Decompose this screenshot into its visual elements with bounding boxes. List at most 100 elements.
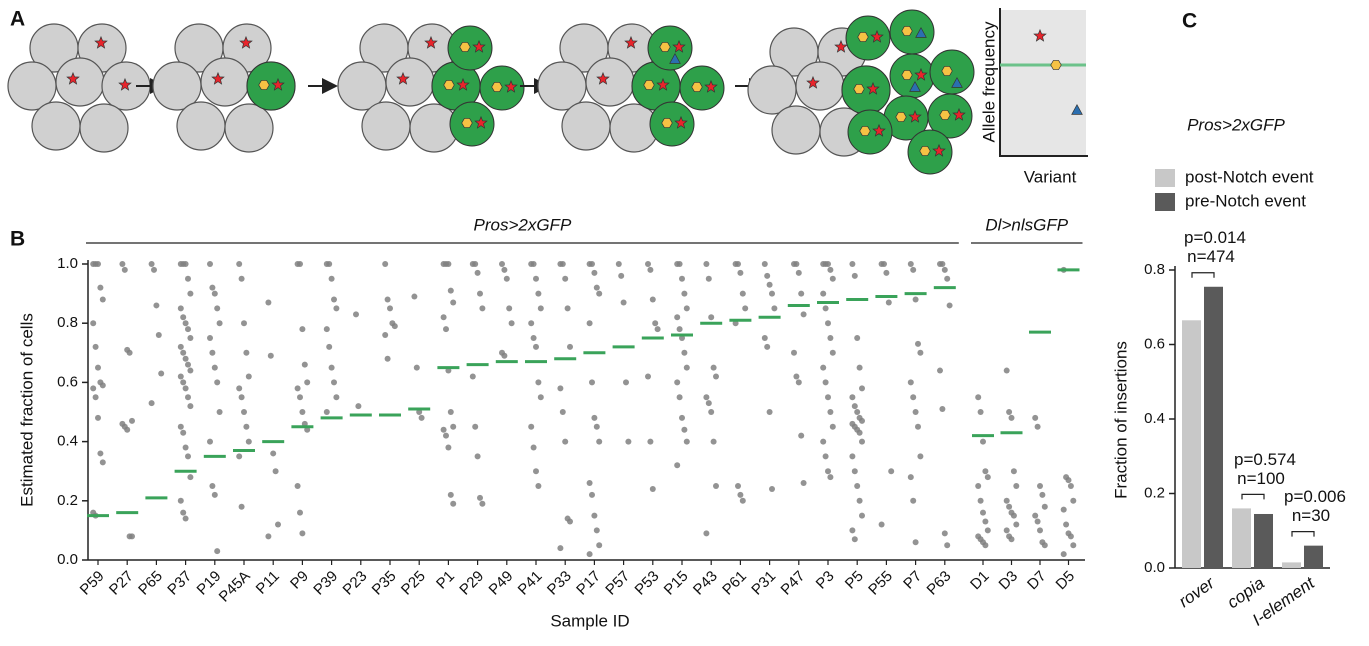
- data-point: [95, 414, 101, 421]
- x-tick-label: P65: [135, 568, 166, 599]
- data-point: [878, 521, 885, 528]
- data-point: [822, 453, 829, 460]
- data-point: [825, 261, 831, 267]
- data-point: [243, 423, 250, 430]
- data-point: [270, 450, 277, 457]
- data-point: [477, 290, 483, 297]
- data-point: [559, 261, 566, 267]
- data-point: [207, 261, 213, 267]
- data-point: [941, 266, 948, 273]
- data-point: [447, 287, 454, 294]
- data-point: [620, 299, 627, 306]
- data-point: [977, 497, 984, 504]
- data-point: [506, 305, 513, 312]
- clonal-diagram: Allele frequency Variant: [7, 8, 1088, 186]
- y-tick-label: 0.2: [57, 492, 78, 509]
- bracket: [1191, 272, 1215, 278]
- data-point: [185, 275, 191, 282]
- data-point: [185, 326, 191, 333]
- data-point: [211, 491, 218, 498]
- data-point: [625, 438, 632, 445]
- data-point: [535, 483, 542, 489]
- x-tick-label: P39: [310, 568, 341, 599]
- bar: [1304, 545, 1323, 568]
- data-point: [185, 394, 191, 401]
- data-point: [800, 480, 807, 487]
- data-point: [1063, 521, 1070, 528]
- data-point: [384, 355, 391, 362]
- data-point: [652, 320, 659, 327]
- data-point: [214, 548, 221, 555]
- data-point: [1067, 533, 1074, 540]
- x-tick-label: P59: [77, 568, 108, 599]
- data-point: [912, 409, 919, 415]
- data-point: [739, 290, 746, 297]
- x-tick-label: P43: [690, 568, 721, 599]
- data-point: [182, 261, 189, 267]
- data-point: [1041, 542, 1048, 549]
- data-point: [211, 364, 218, 371]
- data-point: [703, 261, 710, 267]
- data-point: [849, 527, 856, 534]
- data-point: [615, 261, 622, 267]
- data-point: [883, 269, 890, 276]
- data-point: [530, 261, 537, 267]
- data-point: [211, 290, 218, 297]
- data-point: [214, 379, 221, 386]
- y-tick-label: 0.8: [1144, 261, 1165, 278]
- data-point: [450, 299, 457, 306]
- data-point: [209, 349, 216, 356]
- data-point: [1041, 503, 1048, 510]
- bracket: [1241, 493, 1265, 500]
- data-point: [769, 485, 775, 492]
- data-point: [99, 382, 106, 389]
- data-point: [177, 497, 184, 504]
- bracket: [1291, 531, 1315, 537]
- data-point: [153, 302, 160, 309]
- legend-label: post-Notch event: [1185, 167, 1314, 186]
- data-point: [443, 326, 449, 333]
- data-point: [238, 503, 245, 510]
- data-point: [647, 266, 654, 273]
- data-point: [825, 320, 831, 327]
- data-point: [849, 261, 856, 267]
- data-point: [681, 349, 688, 356]
- data-point: [99, 296, 106, 303]
- data-point: [528, 320, 535, 327]
- x-tick-label: P3: [813, 568, 838, 593]
- bar: [1182, 320, 1201, 568]
- data-point: [975, 394, 982, 401]
- data-point: [294, 483, 301, 489]
- data-point: [820, 438, 827, 445]
- data-point: [333, 394, 340, 401]
- y-tick-label: 0.8: [57, 314, 78, 331]
- x-tick-label: P63: [924, 568, 955, 599]
- data-point: [593, 423, 600, 430]
- data-point: [829, 423, 836, 430]
- data-point: [854, 335, 861, 341]
- data-point: [177, 305, 184, 312]
- data-point: [557, 545, 564, 552]
- data-point: [944, 542, 951, 549]
- data-point: [939, 261, 946, 267]
- data-point: [241, 320, 247, 327]
- diagram-x-label: Variant: [1024, 167, 1077, 186]
- data-point: [713, 483, 719, 489]
- data-point: [187, 290, 194, 297]
- bar: [1232, 508, 1251, 568]
- data-point: [328, 364, 335, 371]
- data-point: [771, 305, 778, 312]
- data-point: [939, 406, 946, 413]
- group-label: Dl>nlsGFP: [985, 215, 1068, 234]
- data-point: [557, 385, 564, 392]
- data-point: [1070, 497, 1077, 504]
- data-point: [1067, 483, 1074, 489]
- data-point: [445, 261, 452, 267]
- data-point: [679, 414, 685, 421]
- data-point: [503, 275, 510, 282]
- data-point: [326, 261, 333, 267]
- data-point: [564, 305, 571, 312]
- data-point: [591, 512, 598, 519]
- data-point: [854, 483, 861, 489]
